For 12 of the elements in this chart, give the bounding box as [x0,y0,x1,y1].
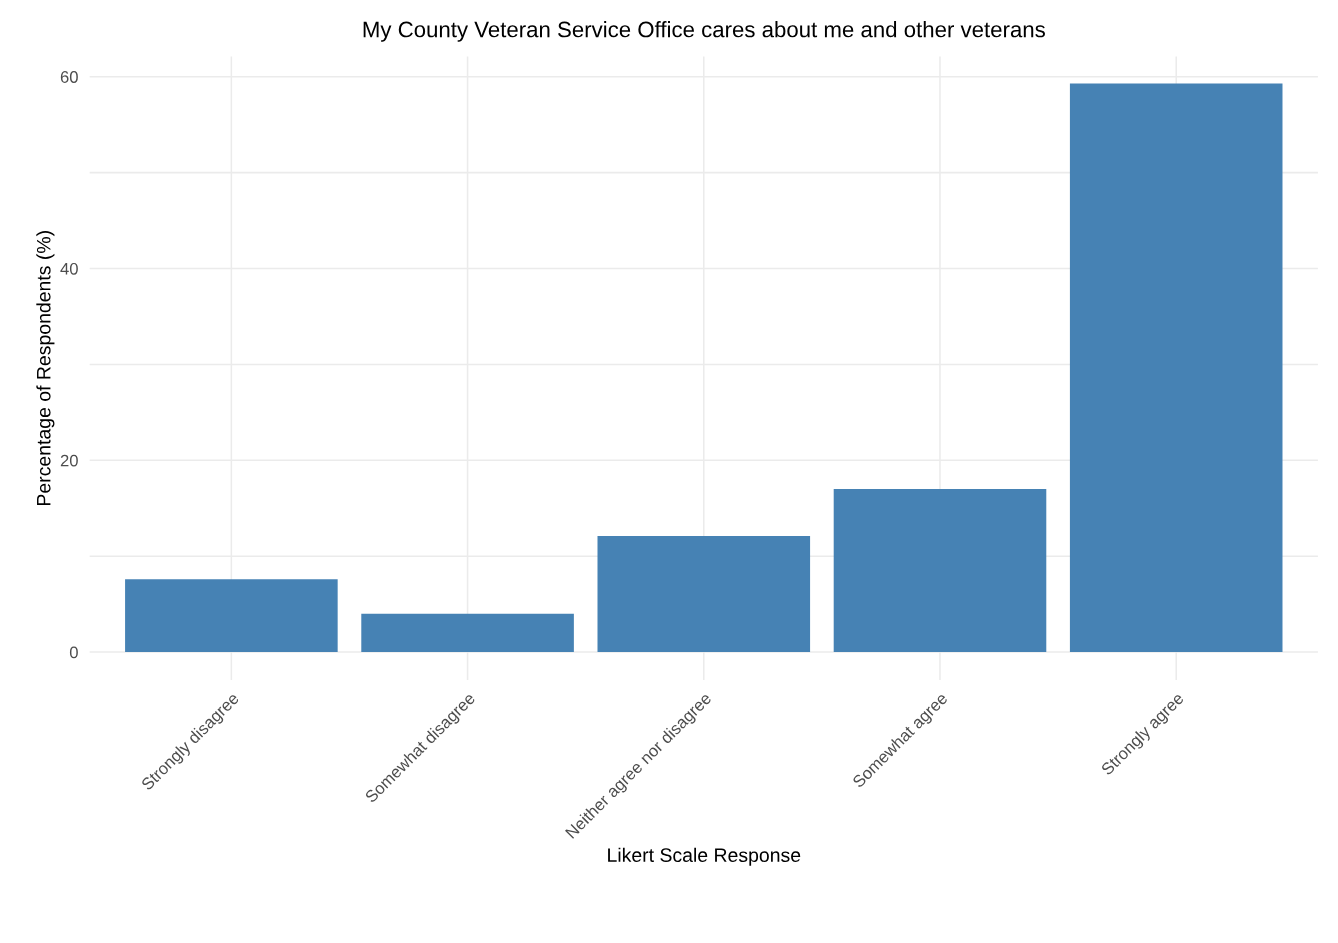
y-axis-title: Percentage of Respondents (%) [36,231,55,505]
y-tick-label: 20 [60,454,78,467]
bar [125,579,338,653]
bar [361,613,574,653]
y-tick-label: 0 [69,646,78,659]
bar [833,489,1047,653]
y-tick-label: 40 [60,262,78,275]
chart-title: My County Veteran Service Office cares about me and other veterans [363,21,1045,42]
bar [1069,83,1283,653]
bar [597,536,811,653]
y-tick-label: 60 [60,71,78,83]
x-axis-title: Likert Scale Response [608,847,801,866]
